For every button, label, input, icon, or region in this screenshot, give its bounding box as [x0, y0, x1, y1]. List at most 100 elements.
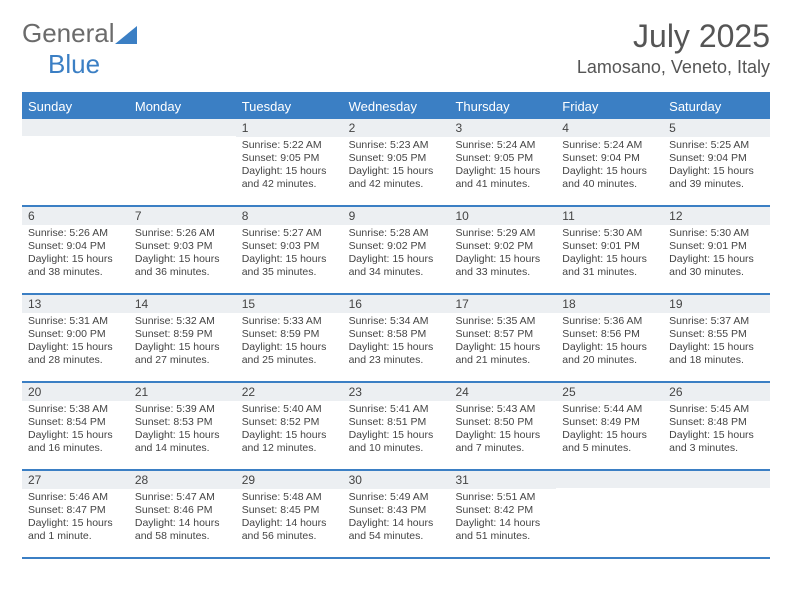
day-cell: 18Sunrise: 5:36 AMSunset: 8:56 PMDayligh… [556, 295, 663, 381]
day-cell: 21Sunrise: 5:39 AMSunset: 8:53 PMDayligh… [129, 383, 236, 469]
day-number: 1 [236, 119, 343, 137]
week-row: 6Sunrise: 5:26 AMSunset: 9:04 PMDaylight… [22, 207, 770, 295]
logo-text-general: General [22, 18, 115, 48]
sunset-text: Sunset: 8:59 PM [135, 328, 230, 341]
sunrise-text: Sunrise: 5:51 AM [455, 491, 550, 504]
day-body: Sunrise: 5:26 AMSunset: 9:03 PMDaylight:… [129, 225, 236, 284]
sunset-text: Sunset: 8:49 PM [562, 416, 657, 429]
sunrise-text: Sunrise: 5:26 AM [135, 227, 230, 240]
day-number: 16 [343, 295, 450, 313]
day-body: Sunrise: 5:23 AMSunset: 9:05 PMDaylight:… [343, 137, 450, 196]
sunrise-text: Sunrise: 5:33 AM [242, 315, 337, 328]
sunrise-text: Sunrise: 5:32 AM [135, 315, 230, 328]
sunrise-text: Sunrise: 5:35 AM [455, 315, 550, 328]
sunrise-text: Sunrise: 5:31 AM [28, 315, 123, 328]
day-body: Sunrise: 5:43 AMSunset: 8:50 PMDaylight:… [449, 401, 556, 460]
day-body [556, 488, 663, 494]
day-number: 20 [22, 383, 129, 401]
day-cell: 27Sunrise: 5:46 AMSunset: 8:47 PMDayligh… [22, 471, 129, 557]
day-body: Sunrise: 5:36 AMSunset: 8:56 PMDaylight:… [556, 313, 663, 372]
day-body: Sunrise: 5:51 AMSunset: 8:42 PMDaylight:… [449, 489, 556, 548]
sunrise-text: Sunrise: 5:49 AM [349, 491, 444, 504]
sunset-text: Sunset: 9:02 PM [455, 240, 550, 253]
day-cell: 19Sunrise: 5:37 AMSunset: 8:55 PMDayligh… [663, 295, 770, 381]
month-title: July 2025 [577, 18, 770, 55]
daylight-text: Daylight: 15 hours and 12 minutes. [242, 429, 337, 455]
day-cell [129, 119, 236, 205]
day-body: Sunrise: 5:46 AMSunset: 8:47 PMDaylight:… [22, 489, 129, 548]
day-cell: 11Sunrise: 5:30 AMSunset: 9:01 PMDayligh… [556, 207, 663, 293]
day-cell: 31Sunrise: 5:51 AMSunset: 8:42 PMDayligh… [449, 471, 556, 557]
daylight-text: Daylight: 15 hours and 25 minutes. [242, 341, 337, 367]
day-body: Sunrise: 5:32 AMSunset: 8:59 PMDaylight:… [129, 313, 236, 372]
sunset-text: Sunset: 9:00 PM [28, 328, 123, 341]
day-number: 15 [236, 295, 343, 313]
sunset-text: Sunset: 9:01 PM [669, 240, 764, 253]
day-body: Sunrise: 5:33 AMSunset: 8:59 PMDaylight:… [236, 313, 343, 372]
daylight-text: Daylight: 14 hours and 56 minutes. [242, 517, 337, 543]
sunrise-text: Sunrise: 5:45 AM [669, 403, 764, 416]
calendar: SundayMondayTuesdayWednesdayThursdayFrid… [22, 92, 770, 559]
dow-cell: Thursday [449, 94, 556, 119]
day-number: 23 [343, 383, 450, 401]
location-subtitle: Lamosano, Veneto, Italy [577, 57, 770, 78]
sunset-text: Sunset: 8:55 PM [669, 328, 764, 341]
sunrise-text: Sunrise: 5:34 AM [349, 315, 444, 328]
sunrise-text: Sunrise: 5:24 AM [562, 139, 657, 152]
sunrise-text: Sunrise: 5:48 AM [242, 491, 337, 504]
day-body: Sunrise: 5:26 AMSunset: 9:04 PMDaylight:… [22, 225, 129, 284]
day-cell: 25Sunrise: 5:44 AMSunset: 8:49 PMDayligh… [556, 383, 663, 469]
day-number: 31 [449, 471, 556, 489]
day-number: 22 [236, 383, 343, 401]
day-number [22, 119, 129, 136]
sunrise-text: Sunrise: 5:22 AM [242, 139, 337, 152]
sunset-text: Sunset: 9:04 PM [28, 240, 123, 253]
sunrise-text: Sunrise: 5:39 AM [135, 403, 230, 416]
day-number: 2 [343, 119, 450, 137]
sunrise-text: Sunrise: 5:24 AM [455, 139, 550, 152]
dow-cell: Saturday [663, 94, 770, 119]
day-number: 26 [663, 383, 770, 401]
sunset-text: Sunset: 8:54 PM [28, 416, 123, 429]
day-body: Sunrise: 5:38 AMSunset: 8:54 PMDaylight:… [22, 401, 129, 460]
sunrise-text: Sunrise: 5:27 AM [242, 227, 337, 240]
day-cell: 1Sunrise: 5:22 AMSunset: 9:05 PMDaylight… [236, 119, 343, 205]
day-body: Sunrise: 5:34 AMSunset: 8:58 PMDaylight:… [343, 313, 450, 372]
sunset-text: Sunset: 9:04 PM [562, 152, 657, 165]
day-number: 5 [663, 119, 770, 137]
day-number: 17 [449, 295, 556, 313]
sunrise-text: Sunrise: 5:46 AM [28, 491, 123, 504]
day-number: 11 [556, 207, 663, 225]
day-cell: 10Sunrise: 5:29 AMSunset: 9:02 PMDayligh… [449, 207, 556, 293]
dow-cell: Friday [556, 94, 663, 119]
daylight-text: Daylight: 15 hours and 42 minutes. [242, 165, 337, 191]
day-body: Sunrise: 5:45 AMSunset: 8:48 PMDaylight:… [663, 401, 770, 460]
daylight-text: Daylight: 15 hours and 16 minutes. [28, 429, 123, 455]
week-row: 1Sunrise: 5:22 AMSunset: 9:05 PMDaylight… [22, 119, 770, 207]
day-cell: 8Sunrise: 5:27 AMSunset: 9:03 PMDaylight… [236, 207, 343, 293]
sunset-text: Sunset: 8:52 PM [242, 416, 337, 429]
day-number: 8 [236, 207, 343, 225]
sunrise-text: Sunrise: 5:28 AM [349, 227, 444, 240]
day-cell: 30Sunrise: 5:49 AMSunset: 8:43 PMDayligh… [343, 471, 450, 557]
daylight-text: Daylight: 15 hours and 27 minutes. [135, 341, 230, 367]
sunset-text: Sunset: 8:45 PM [242, 504, 337, 517]
daylight-text: Daylight: 15 hours and 31 minutes. [562, 253, 657, 279]
sunset-text: Sunset: 9:04 PM [669, 152, 764, 165]
daylight-text: Daylight: 15 hours and 3 minutes. [669, 429, 764, 455]
day-body [663, 488, 770, 494]
day-body: Sunrise: 5:41 AMSunset: 8:51 PMDaylight:… [343, 401, 450, 460]
sunrise-text: Sunrise: 5:25 AM [669, 139, 764, 152]
day-number: 27 [22, 471, 129, 489]
day-body: Sunrise: 5:27 AMSunset: 9:03 PMDaylight:… [236, 225, 343, 284]
daylight-text: Daylight: 15 hours and 34 minutes. [349, 253, 444, 279]
day-number: 14 [129, 295, 236, 313]
day-number: 13 [22, 295, 129, 313]
day-number: 19 [663, 295, 770, 313]
day-body: Sunrise: 5:37 AMSunset: 8:55 PMDaylight:… [663, 313, 770, 372]
daylight-text: Daylight: 14 hours and 54 minutes. [349, 517, 444, 543]
day-number: 30 [343, 471, 450, 489]
daylight-text: Daylight: 15 hours and 18 minutes. [669, 341, 764, 367]
daylight-text: Daylight: 15 hours and 5 minutes. [562, 429, 657, 455]
sunrise-text: Sunrise: 5:23 AM [349, 139, 444, 152]
